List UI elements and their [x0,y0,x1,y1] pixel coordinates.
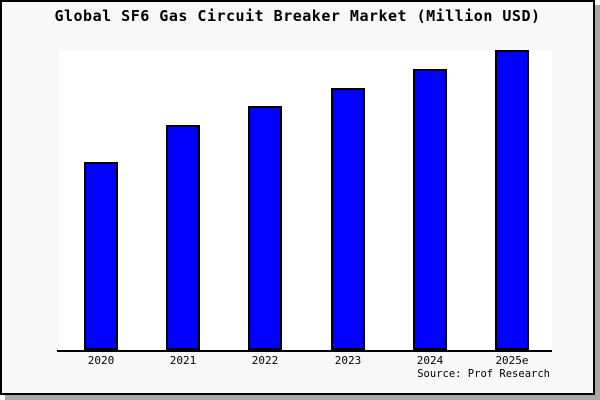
bar-2023 [331,88,365,350]
x-axis-labels: 2020 2021 2022 2023 2024 2025e [0,354,600,370]
x-tick-label-2023: 2023 [334,354,362,367]
plot-area [59,50,552,350]
bar-2022 [248,106,282,350]
x-tick-label-2022: 2022 [251,354,279,367]
chart-title: Global SF6 Gas Circuit Breaker Market (M… [54,7,541,25]
x-tick-label-2020: 2020 [87,354,115,367]
source-note: Source: Prof Research [417,368,550,380]
bar-2024 [413,69,447,350]
x-tick-label-2024: 2024 [416,354,444,367]
bar-2025e [495,50,529,350]
bar-2020 [84,162,118,350]
x-tick-label-2025e: 2025e [495,354,529,367]
x-axis-line [57,350,552,352]
x-tick-label-2021: 2021 [169,354,197,367]
bar-2021 [166,125,200,350]
